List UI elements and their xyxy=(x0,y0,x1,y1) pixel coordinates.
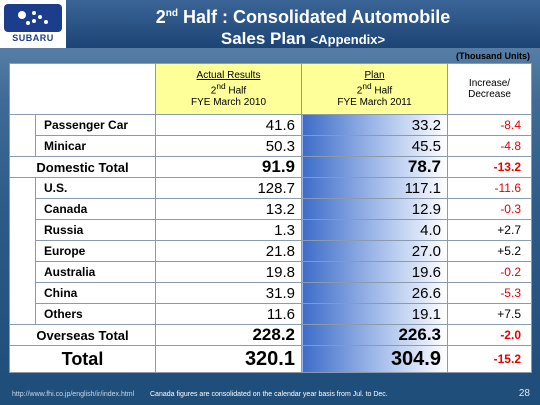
change-value: -13.2 xyxy=(447,156,532,178)
actual-value: 320.1 xyxy=(155,345,302,373)
row-label: Canada xyxy=(35,198,156,220)
change-value: -4.8 xyxy=(447,135,532,157)
row-label: Australia xyxy=(35,261,156,283)
plan-value: 26.6 xyxy=(301,282,448,304)
actual-value: 21.8 xyxy=(155,240,302,262)
row-label: Others xyxy=(35,303,156,325)
change-value: -0.3 xyxy=(447,198,532,220)
plan-value: 4.0 xyxy=(301,219,448,241)
footer-url-link[interactable]: http://www.fhi.co.jp/english/ir/index.ht… xyxy=(12,391,135,398)
row-label: Russia xyxy=(35,219,156,241)
actual-value: 31.9 xyxy=(155,282,302,304)
table-row: Australia 19.8 19.6 -0.2 xyxy=(10,261,532,283)
change-value: +2.7 xyxy=(447,219,532,241)
row-label: Domestic Total xyxy=(9,156,156,178)
table-row: Passenger Car 41.6 33.2 -8.4 xyxy=(9,114,532,157)
actual-value: 50.3 xyxy=(155,135,302,157)
actual-value: 13.2 xyxy=(155,198,302,220)
plan-value: 78.7 xyxy=(301,156,448,178)
table-row: U.S. 128.7 117.1 -11.6 xyxy=(9,177,532,325)
header: SUBARU 2nd Half : Consolidated Automobil… xyxy=(0,0,540,48)
plan-value: 226.3 xyxy=(301,324,448,346)
table-row: Europe 21.8 27.0 +5.2 xyxy=(10,240,532,262)
row-indent xyxy=(9,114,36,157)
table-row: Minicar 50.3 45.5 -4.8 xyxy=(10,135,532,157)
increase-column-header: Increase/ Decrease xyxy=(447,63,532,115)
plan-value: 33.2 xyxy=(301,114,448,136)
header-row: Actual Results 2nd Half FYE March 2010 P… xyxy=(9,63,532,115)
change-value: -0.2 xyxy=(447,261,532,283)
row-indent xyxy=(9,177,36,325)
row-label: Europe xyxy=(35,240,156,262)
table-row: Canada 13.2 12.9 -0.3 xyxy=(10,198,532,220)
table-row: Others 11.6 19.1 +7.5 xyxy=(10,303,532,325)
table-row: Domestic Total 91.9 78.7 -13.2 xyxy=(9,156,532,178)
change-value: +7.5 xyxy=(447,303,532,325)
subaru-logo: SUBARU xyxy=(4,4,62,44)
actual-value: 128.7 xyxy=(155,177,302,199)
actual-value: 41.6 xyxy=(155,114,302,136)
table-row: China 31.9 26.6 -5.3 xyxy=(10,282,532,304)
row-label: China xyxy=(35,282,156,304)
page-title-line1: 2nd Half : Consolidated Automobile xyxy=(155,7,451,27)
sales-table: Actual Results 2nd Half FYE March 2010 P… xyxy=(9,63,532,373)
actual-value: 19.8 xyxy=(155,261,302,283)
row-label: Total xyxy=(9,345,156,373)
actual-value: 91.9 xyxy=(155,156,302,178)
plan-value: 19.1 xyxy=(301,303,448,325)
plan-value: 19.6 xyxy=(301,261,448,283)
logo-text: SUBARU xyxy=(12,33,54,43)
plan-column-header: Plan 2nd Half FYE March 2011 xyxy=(301,63,448,115)
header-blank xyxy=(9,63,156,115)
plan-value: 45.5 xyxy=(301,135,448,157)
page-number: 28 xyxy=(518,388,530,399)
actual-value: 11.6 xyxy=(155,303,302,325)
row-label: Overseas Total xyxy=(9,324,156,346)
plan-value: 12.9 xyxy=(301,198,448,220)
change-value: -11.6 xyxy=(447,177,532,199)
plan-value: 304.9 xyxy=(301,345,448,373)
plan-value: 27.0 xyxy=(301,240,448,262)
page-title-line2: Sales Plan <Appendix> xyxy=(220,29,386,48)
pleiades-star-icon xyxy=(4,4,62,32)
actual-value: 228.2 xyxy=(155,324,302,346)
change-value: -5.3 xyxy=(447,282,532,304)
plan-value: 117.1 xyxy=(301,177,448,199)
actual-column-header: Actual Results 2nd Half FYE March 2010 xyxy=(155,63,302,115)
units-label: (Thousand Units) xyxy=(456,51,530,61)
row-label: U.S. xyxy=(35,177,156,199)
row-label: Passenger Car xyxy=(35,114,156,136)
title-bar: 2nd Half : Consolidated Automobile Sales… xyxy=(66,0,540,48)
table-row: Total 320.1 304.9 -15.2 xyxy=(9,345,532,373)
row-label: Minicar xyxy=(35,135,156,157)
change-value: +5.2 xyxy=(447,240,532,262)
actual-value: 1.3 xyxy=(155,219,302,241)
change-value: -2.0 xyxy=(447,324,532,346)
table-row: Russia 1.3 4.0 +2.7 xyxy=(10,219,532,241)
footer-note: Canada figures are consolidated on the c… xyxy=(150,391,388,398)
change-value: -15.2 xyxy=(447,345,532,373)
change-value: -8.4 xyxy=(447,114,532,136)
table-row: Overseas Total 228.2 226.3 -2.0 xyxy=(9,324,532,346)
